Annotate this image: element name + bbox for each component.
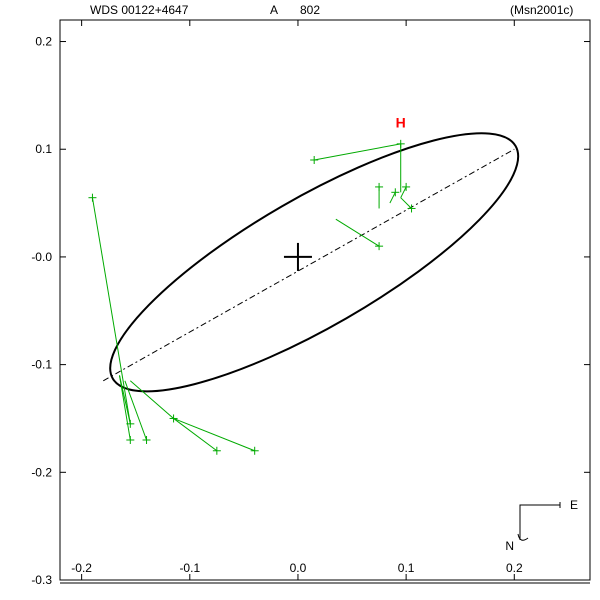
h-label: H [396,115,406,131]
y-tick-label: 0.2 [35,35,52,49]
header-right: (Msn2001c) [510,3,573,17]
header-center-a: A [270,3,278,17]
x-tick-label: -0.1 [179,561,200,575]
y-tick-label: -0.2 [31,465,52,479]
compass-east-label: E [570,498,578,512]
x-tick-label: -0.2 [71,561,92,575]
y-tick-label: -0.0 [31,250,52,264]
header-center-b: 802 [300,3,320,17]
compass-north-label: N [505,539,514,553]
orbit-plot: WDS 00122+4647 A 802 (Msn2001c) -0.2 -0.1 0.0 0… [0,0,600,600]
header-left: WDS 00122+4647 [90,3,189,17]
y-tick-label: 0.1 [35,142,52,156]
x-tick-label: 0.2 [506,561,523,575]
x-tick-label: 0.0 [290,561,307,575]
y-tick-label: -0.3 [31,573,52,587]
x-tick-label: 0.1 [398,561,415,575]
y-tick-label: -0.1 [31,358,52,372]
